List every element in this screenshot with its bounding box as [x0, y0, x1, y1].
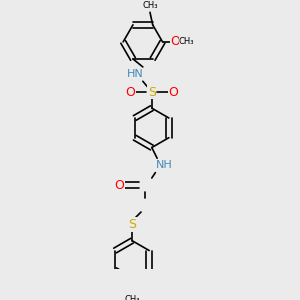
Text: O: O	[170, 35, 180, 48]
Text: CH₃: CH₃	[124, 295, 140, 300]
Text: O: O	[125, 85, 135, 98]
Text: CH₃: CH₃	[142, 1, 158, 10]
Text: HN: HN	[127, 69, 144, 79]
Text: S: S	[128, 218, 136, 231]
Text: NH: NH	[156, 160, 173, 170]
Text: O: O	[115, 178, 124, 192]
Text: O: O	[168, 85, 178, 98]
Text: CH₃: CH₃	[179, 38, 194, 46]
Text: S: S	[148, 85, 156, 98]
